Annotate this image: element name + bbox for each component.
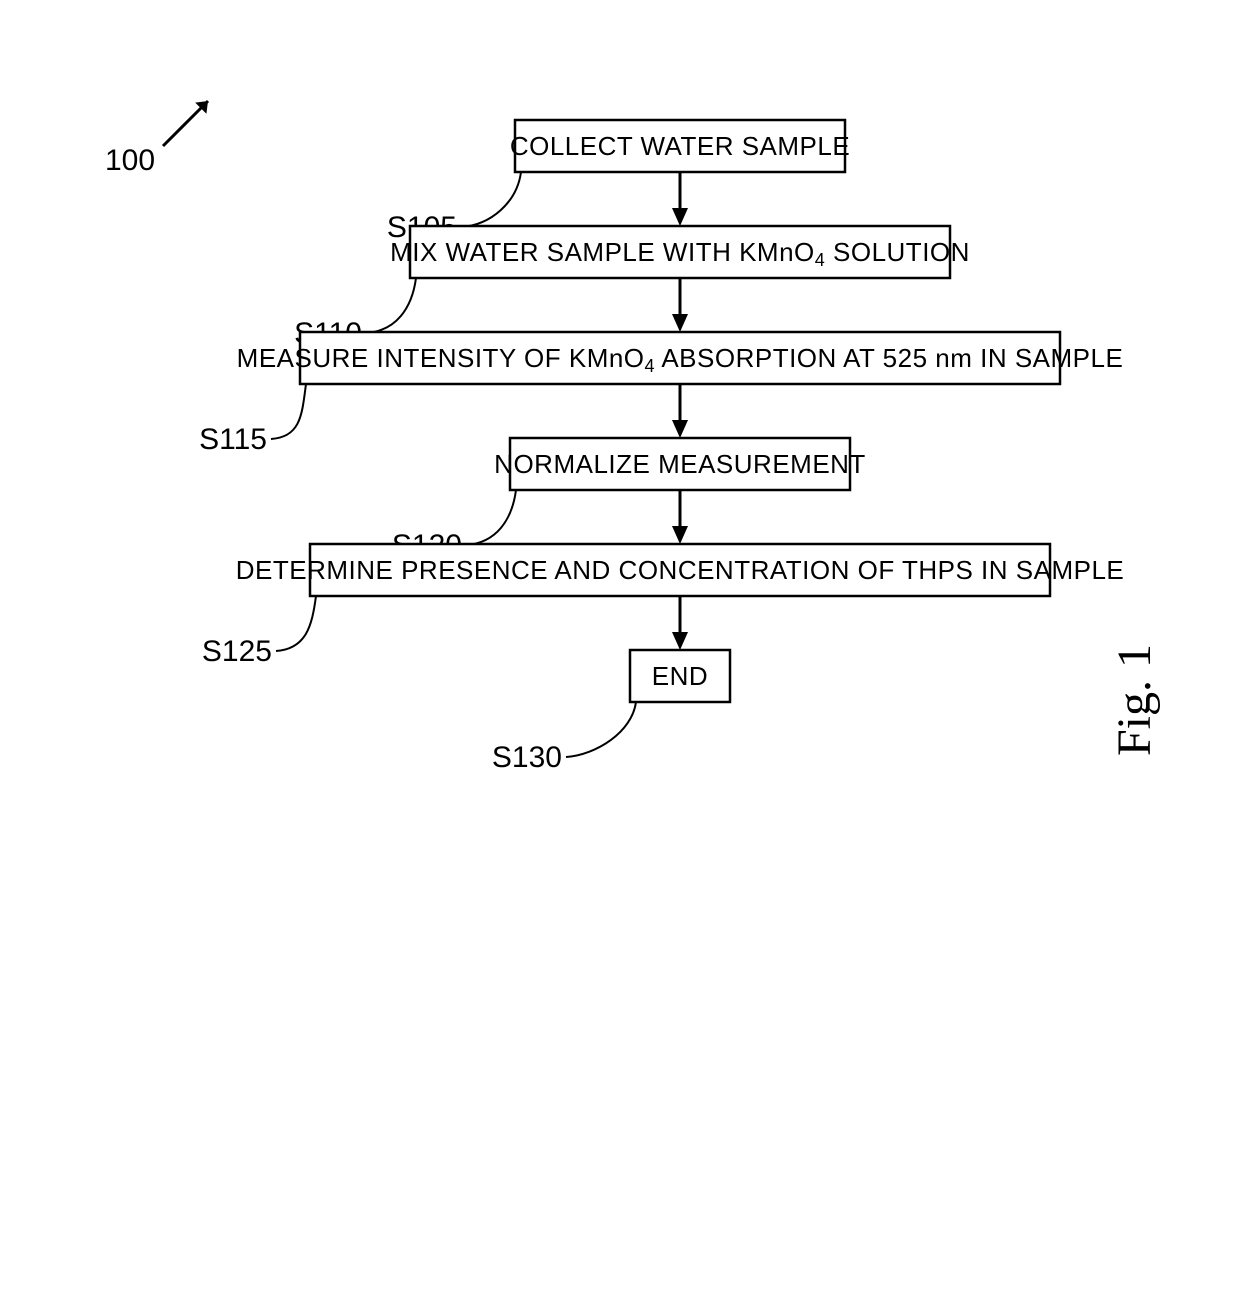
overall-label: 100 (105, 144, 155, 177)
flowchart-svg: 100COLLECT WATER SAMPLES105MIX WATER SAM… (0, 0, 1240, 1314)
callout-line (276, 596, 316, 651)
step-id-label: S115 (199, 423, 267, 456)
flow-step-label: MEASURE INTENSITY OF KMnO4 ABSORPTION AT… (237, 343, 1124, 376)
step-id-label: S125 (202, 635, 272, 668)
callout-line (461, 172, 521, 227)
callout-line (271, 384, 306, 439)
figure-caption: Fig. 1 (1108, 644, 1161, 756)
flow-arrow-head (672, 526, 688, 544)
flow-step-label: NORMALIZE MEASUREMENT (494, 449, 866, 479)
callout-line (566, 702, 636, 757)
callout-line (366, 278, 416, 333)
flow-arrow-head (672, 208, 688, 226)
step-id-label: S130 (492, 741, 562, 774)
callout-line (466, 490, 516, 545)
flow-step-label: END (652, 661, 708, 691)
flow-step-label: MIX WATER SAMPLE WITH KMnO4 SOLUTION (390, 237, 970, 270)
flow-arrow-head (672, 632, 688, 650)
flow-arrow-head (672, 420, 688, 438)
flow-arrow-head (672, 314, 688, 332)
flow-step-label: COLLECT WATER SAMPLE (510, 131, 850, 161)
flow-step-label: DETERMINE PRESENCE AND CONCENTRATION OF … (236, 555, 1125, 585)
